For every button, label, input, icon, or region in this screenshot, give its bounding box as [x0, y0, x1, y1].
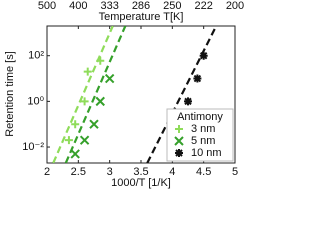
x-tick-label: 4.5	[196, 166, 211, 178]
legend-marker	[175, 125, 183, 133]
legend-marker	[175, 149, 183, 157]
x2-tick-label: 500	[38, 0, 56, 12]
y-axis-label: Retention time [s]	[4, 51, 16, 137]
legend-title: Antimony	[177, 111, 223, 123]
x-tick-label: 3.5	[133, 166, 148, 178]
data-point	[184, 97, 192, 106]
data-point	[83, 67, 92, 76]
x-tick-label: 5	[232, 166, 238, 178]
x-tick-label: 2.5	[71, 166, 86, 178]
data-point	[95, 96, 105, 107]
legend-label: 5 nm	[191, 135, 215, 147]
data-point	[79, 135, 90, 145]
x-tick-label: 4	[169, 166, 175, 178]
data-point	[71, 120, 80, 129]
data-point	[70, 149, 80, 159]
x-axis-label: 1000/T [1/K]	[111, 177, 171, 189]
x-tick-label: 2	[44, 166, 50, 178]
data-point	[96, 56, 105, 65]
fit-line	[146, 26, 218, 163]
data-point	[80, 97, 89, 106]
y-tick-label: 10²	[28, 50, 44, 62]
data-point	[89, 119, 99, 129]
legend-label: 3 nm	[191, 123, 215, 135]
x2-tick-label: 222	[194, 0, 212, 12]
x2-tick-label: 286	[132, 0, 150, 12]
data-point	[199, 51, 208, 60]
legend-marker	[174, 136, 184, 146]
data-point	[193, 74, 202, 83]
legend-label: 10 nm	[191, 147, 222, 159]
x2-tick-label: 333	[100, 0, 118, 12]
fit-line	[64, 26, 127, 163]
x2-tick-label: 250	[163, 0, 181, 12]
x2-tick-label: 200	[226, 0, 244, 12]
data-point	[104, 73, 115, 84]
x2-axis-label: Temperature T[K]	[99, 11, 184, 23]
chart: Temperature T[K] 1000/T [1/K] Retention …	[4, 0, 244, 189]
x-tick-label: 3	[107, 166, 113, 178]
fit-line	[52, 26, 114, 163]
y-tick-label: 10⁰	[27, 95, 44, 107]
data-point	[64, 136, 73, 145]
x2-tick-label: 400	[69, 0, 87, 12]
y-tick-label: 10⁻²	[22, 141, 44, 153]
